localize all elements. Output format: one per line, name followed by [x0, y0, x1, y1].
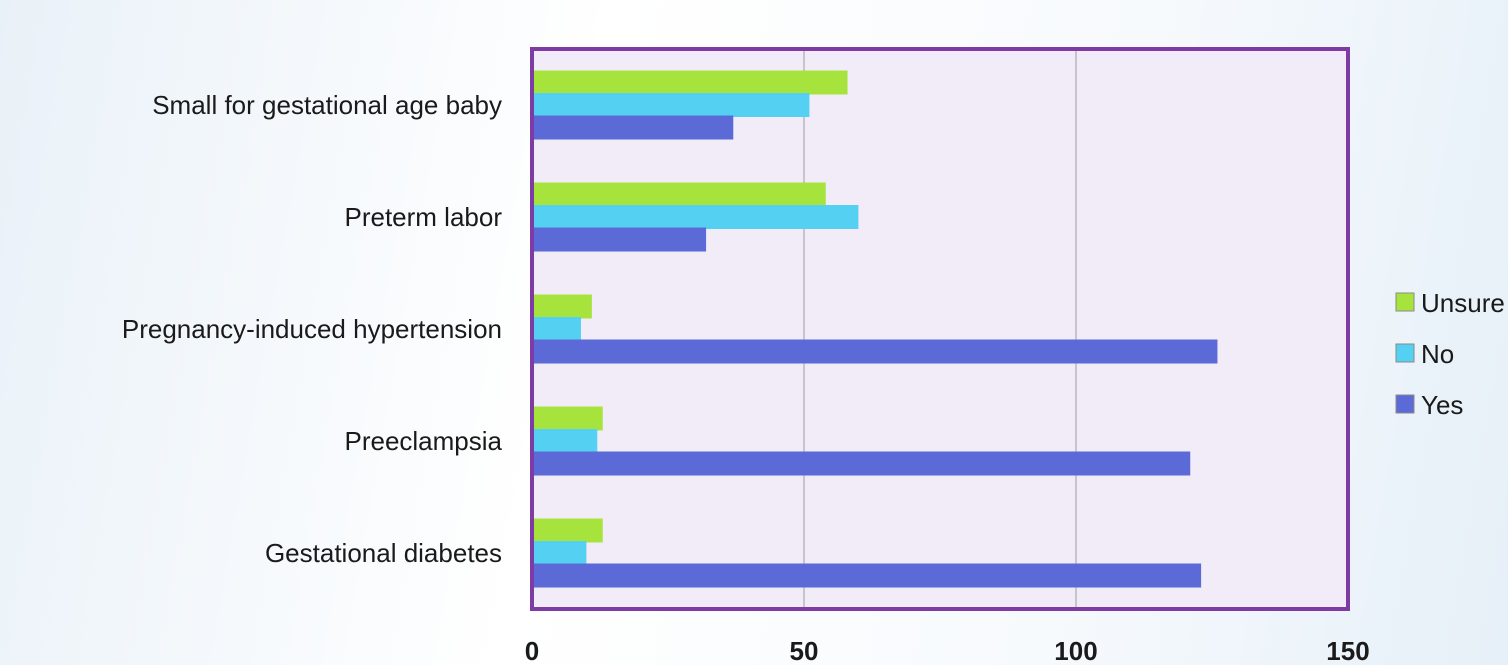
- bar-small-for-gestational-age-baby-yes: [532, 115, 734, 140]
- legend-swatch-unsure: [1395, 292, 1415, 312]
- bar-preterm-labor-no: [532, 205, 859, 229]
- x-tick-label-0: 0: [525, 636, 539, 665]
- bar-pregnancy-induced-hypertension-no: [532, 317, 581, 341]
- bar-preterm-labor-unsure: [532, 182, 826, 207]
- legend-swatch-no: [1395, 343, 1415, 363]
- plot-area: [532, 49, 1348, 609]
- legend-label-unsure: Unsure: [1421, 288, 1505, 318]
- bar-gestational-diabetes-yes: [532, 563, 1202, 588]
- bar-preeclampsia-no: [532, 429, 598, 453]
- bar-pregnancy-induced-hypertension-unsure: [532, 294, 592, 319]
- legend-swatch-yes: [1395, 394, 1415, 414]
- category-label-pregnancy-induced-hypertension: Pregnancy-induced hypertension: [122, 314, 502, 344]
- category-label-gestational-diabetes: Gestational diabetes: [265, 538, 502, 568]
- plot-frame: [530, 47, 1350, 611]
- bar-gestational-diabetes-no: [532, 541, 587, 565]
- bar-preeclampsia-unsure: [532, 406, 603, 431]
- category-label-preterm-labor: Preterm labor: [345, 202, 503, 232]
- bar-gestational-diabetes-unsure: [532, 518, 603, 543]
- x-tick-label-150: 150: [1326, 636, 1369, 665]
- bar-preeclampsia-yes: [532, 451, 1191, 476]
- x-tick-label-50: 50: [790, 636, 819, 665]
- bar-small-for-gestational-age-baby-unsure: [532, 70, 848, 95]
- bar-pregnancy-induced-hypertension-yes: [532, 339, 1218, 364]
- bar-preterm-labor-yes: [532, 227, 707, 252]
- legend-label-yes: Yes: [1421, 390, 1463, 420]
- x-tick-label-100: 100: [1054, 636, 1097, 665]
- legend-label-no: No: [1421, 339, 1454, 369]
- category-label-small-for-gestational-age-baby: Small for gestational age baby: [152, 90, 502, 120]
- category-label-preeclampsia: Preeclampsia: [344, 426, 502, 456]
- bar-small-for-gestational-age-baby-no: [532, 93, 810, 117]
